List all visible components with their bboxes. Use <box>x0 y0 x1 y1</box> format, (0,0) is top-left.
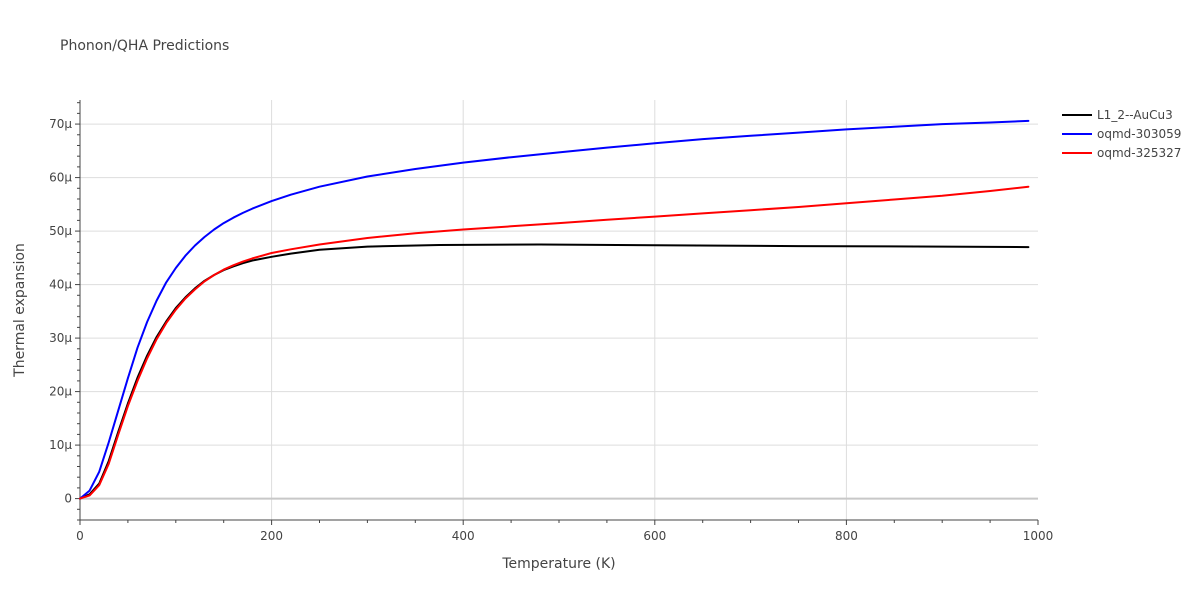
x-tick-label: 400 <box>452 529 475 543</box>
legend-label: oqmd-303059 <box>1097 127 1181 141</box>
y-tick-label: 30μ <box>49 331 72 345</box>
legend-item-oqmd-325327[interactable]: oqmd-325327 <box>1062 146 1181 160</box>
grid <box>80 100 1038 520</box>
chart-title: Phonon/QHA Predictions <box>60 38 229 54</box>
x-tick-label: 600 <box>643 529 666 543</box>
x-axis-title: Temperature (K) <box>501 556 615 572</box>
series-line-oqmd-303059 <box>79 119 1030 500</box>
y-tick-label: 50μ <box>49 224 72 238</box>
legend-item-oqmd-303059[interactable]: oqmd-303059 <box>1062 127 1181 141</box>
y-tick-label: 70μ <box>49 117 72 131</box>
series-line-oqmd-325327 <box>79 185 1030 500</box>
series-line-L1_2--AuCu3 <box>79 243 1030 500</box>
x-tick-label: 200 <box>260 529 283 543</box>
y-tick-label: 0 <box>64 492 72 506</box>
legend-item-L1_2--AuCu3[interactable]: L1_2--AuCu3 <box>1062 108 1173 122</box>
legend-label: L1_2--AuCu3 <box>1097 108 1173 122</box>
legend-label: oqmd-325327 <box>1097 146 1181 160</box>
y-tick-label: 40μ <box>49 278 72 292</box>
legend[interactable]: L1_2--AuCu3 oqmd-303059 oqmd-325327 <box>1062 108 1181 160</box>
x-tick-label: 0 <box>76 529 84 543</box>
y-axis-title: Thermal expansion <box>12 243 28 378</box>
axes: 0 200 400 600 800 1000 0 10μ 20μ 30μ 40μ 50μ 60μ 70μ <box>49 100 1053 543</box>
series-lines <box>79 119 1030 500</box>
y-tick-label: 10μ <box>49 438 72 452</box>
y-tick-label: 60μ <box>49 171 72 185</box>
y-tick-label: 20μ <box>49 385 72 399</box>
x-tick-label: 800 <box>835 529 858 543</box>
x-tick-label: 1000 <box>1023 529 1054 543</box>
